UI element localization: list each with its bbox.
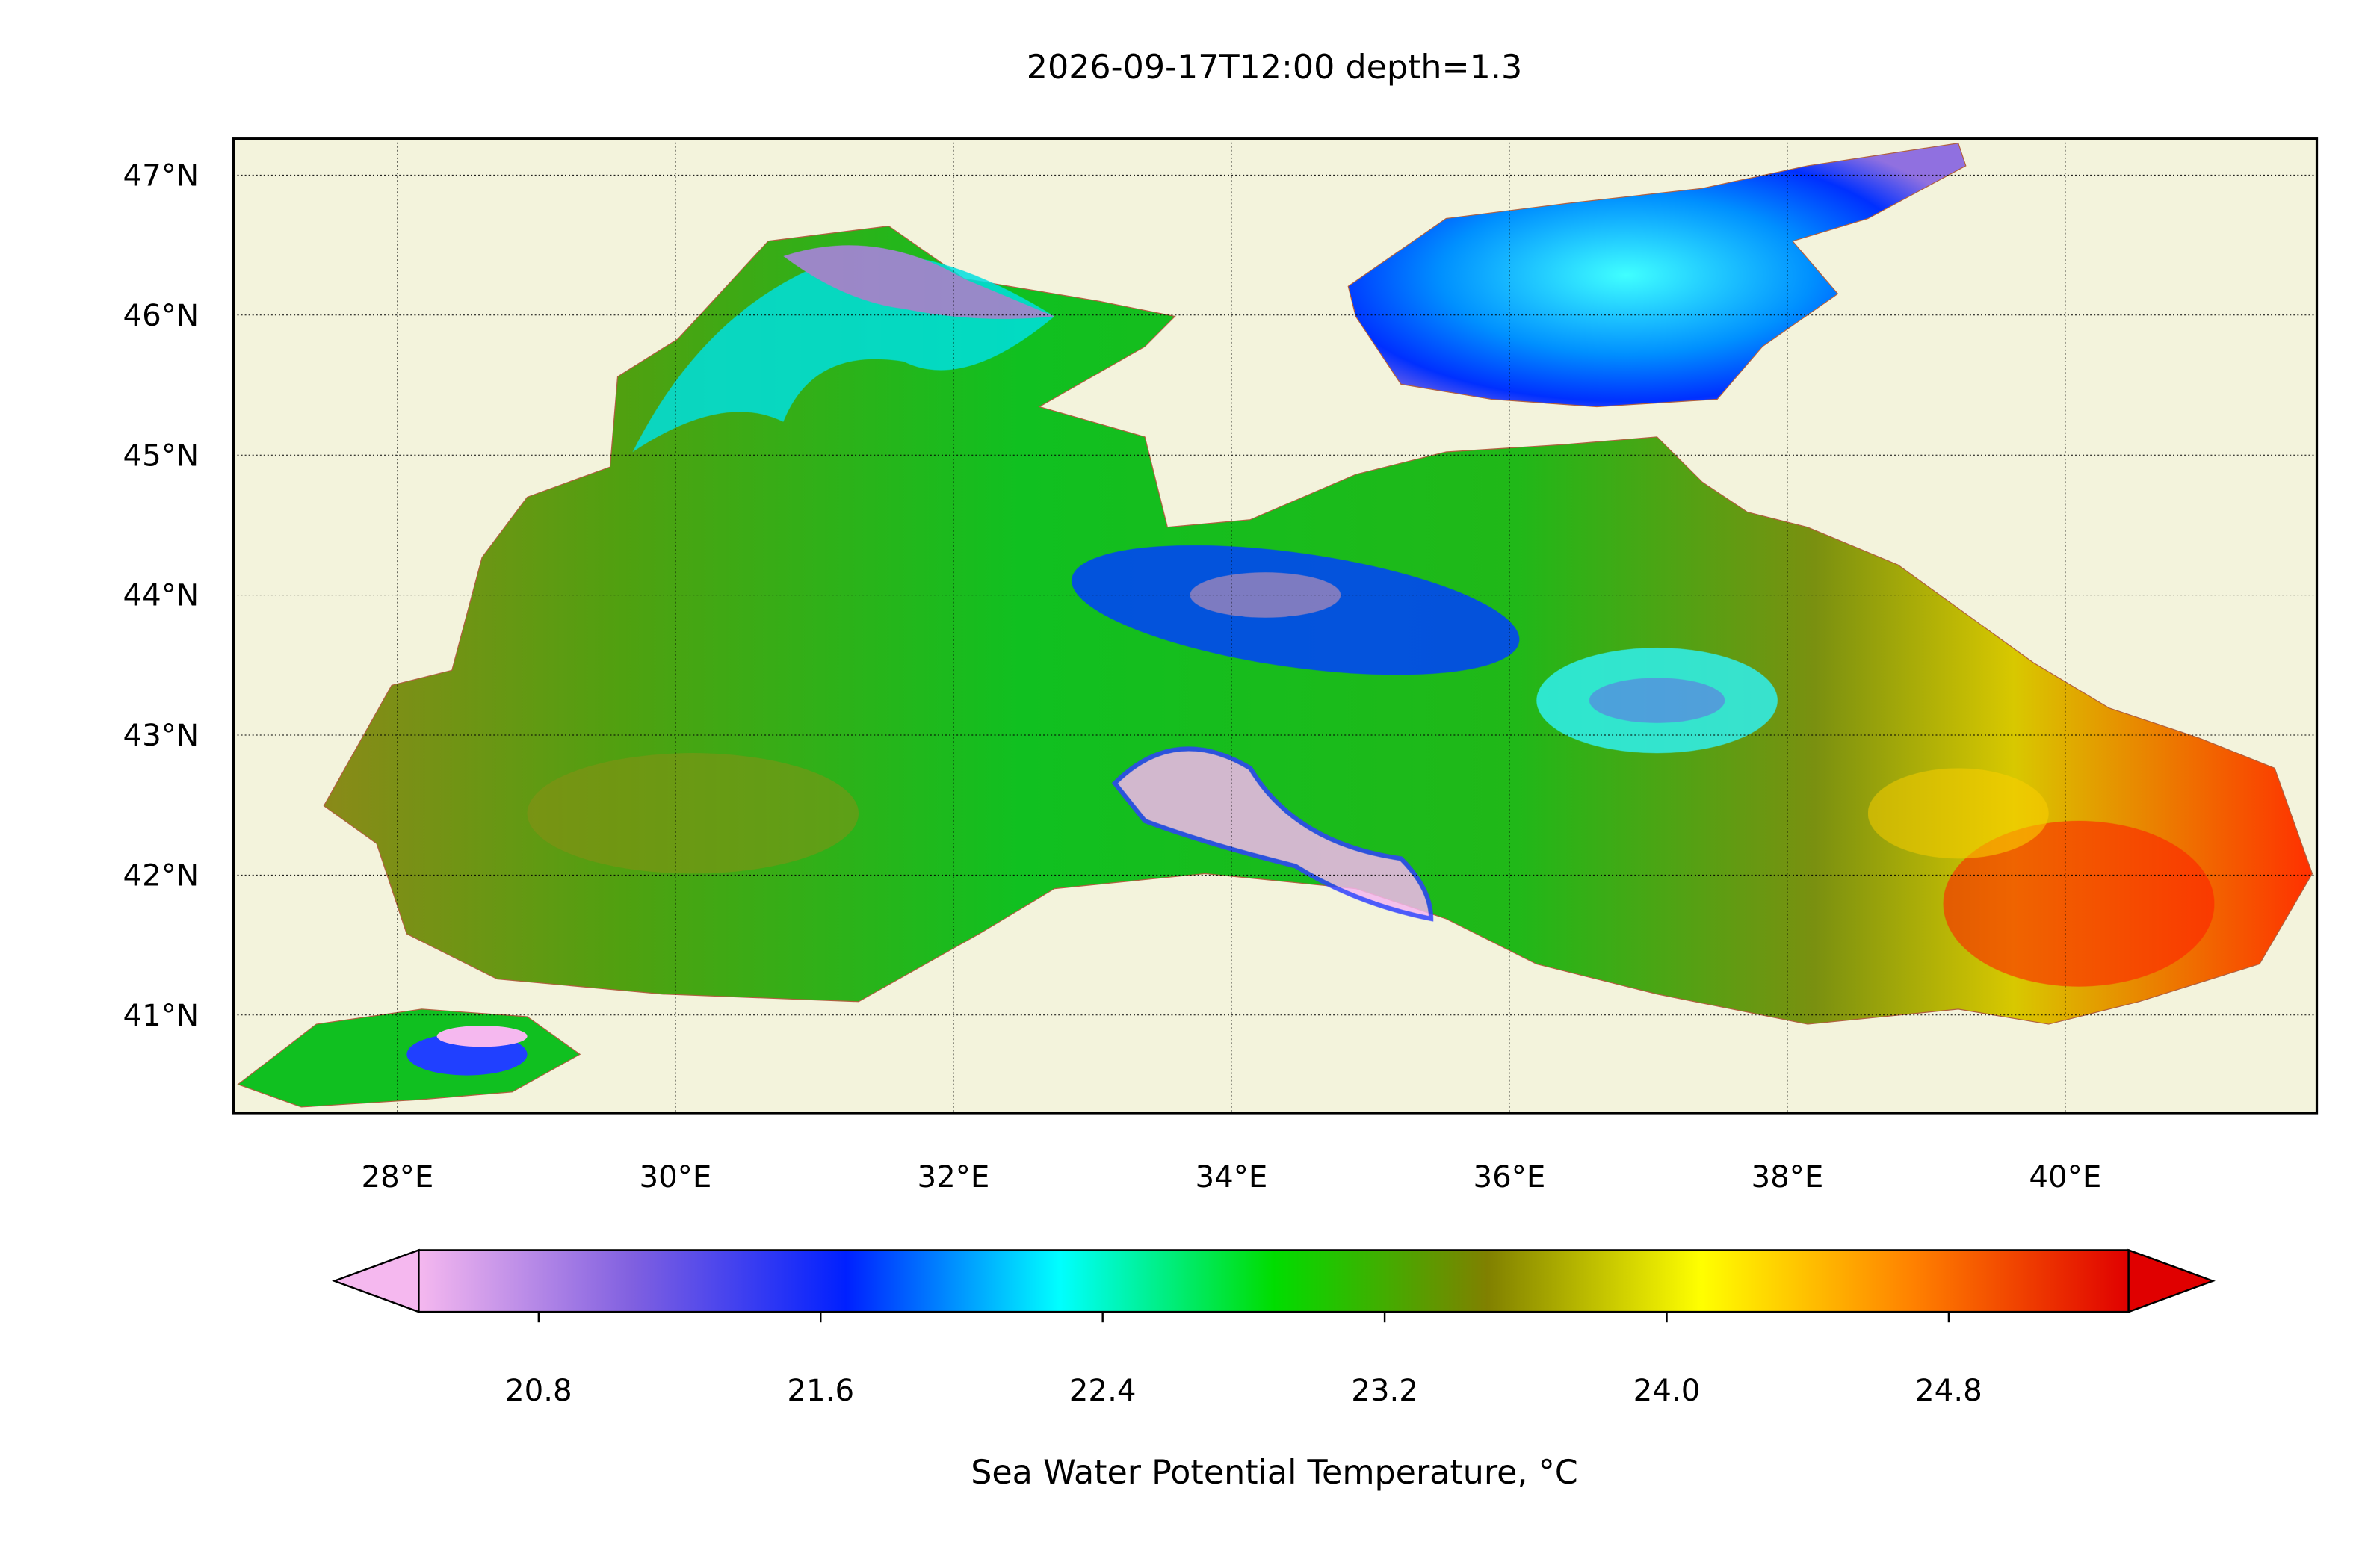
olive-patch <box>527 753 859 874</box>
cool-core <box>1589 678 1725 723</box>
grid <box>233 138 2317 1113</box>
map-area <box>233 138 2317 1113</box>
shelf-cold <box>783 245 1055 319</box>
colorbar-tick-label: 23.2 <box>1351 1373 1418 1408</box>
x-tick-label: 34°E <box>1195 1159 1267 1194</box>
x-tick-label: 30°E <box>639 1159 711 1194</box>
colorbar-label: Sea Water Potential Temperature, °C <box>971 1454 1577 1492</box>
x-tick-label: 28°E <box>361 1159 433 1194</box>
colorbar-extend-min <box>332 1248 420 1313</box>
y-tick-label: 43°N <box>123 718 200 753</box>
y-tick-label: 42°N <box>123 858 200 893</box>
y-tick-label: 44°N <box>123 578 200 613</box>
warm-front <box>1867 768 2049 859</box>
colorbar: 20.8 21.6 22.4 23.2 24.0 24.8 <box>332 1248 2216 1408</box>
map-frame <box>232 137 2319 1115</box>
x-tick-label: 40°E <box>2029 1159 2101 1194</box>
colorbar-extend-max <box>2127 1248 2216 1313</box>
y-tick-label: 47°N <box>123 158 200 193</box>
colorbar-tick-label: 20.8 <box>505 1373 572 1408</box>
x-tick-label: 38°E <box>1751 1159 1823 1194</box>
x-tick-label: 32°E <box>917 1159 989 1194</box>
axis-ticks: 28°E 30°E 32°E 34°E 36°E 38°E 40°E 41°N 42°N 43°N… <box>123 158 2102 1194</box>
colorbar-tick-label: 24.0 <box>1633 1373 1701 1408</box>
colorbar-tick-label: 21.6 <box>787 1373 854 1408</box>
y-tick-label: 46°N <box>123 298 200 333</box>
warm-eddy <box>1943 820 2215 987</box>
sea-of-azov <box>1347 143 1967 408</box>
colorbar-body <box>418 1249 2130 1313</box>
colorbar-tick-label: 24.8 <box>1915 1373 1982 1408</box>
sea-features <box>527 245 2215 987</box>
x-tick-label: 36°E <box>1473 1159 1545 1194</box>
marmara-cold <box>436 1026 528 1047</box>
pink-filament <box>1111 746 1434 922</box>
y-tick-label: 41°N <box>123 998 200 1033</box>
colorbar-tick-label: 22.4 <box>1069 1373 1137 1408</box>
title: 2026-09-17T12:00 depth=1.3 <box>1027 49 1522 87</box>
y-tick-label: 45°N <box>123 438 200 473</box>
